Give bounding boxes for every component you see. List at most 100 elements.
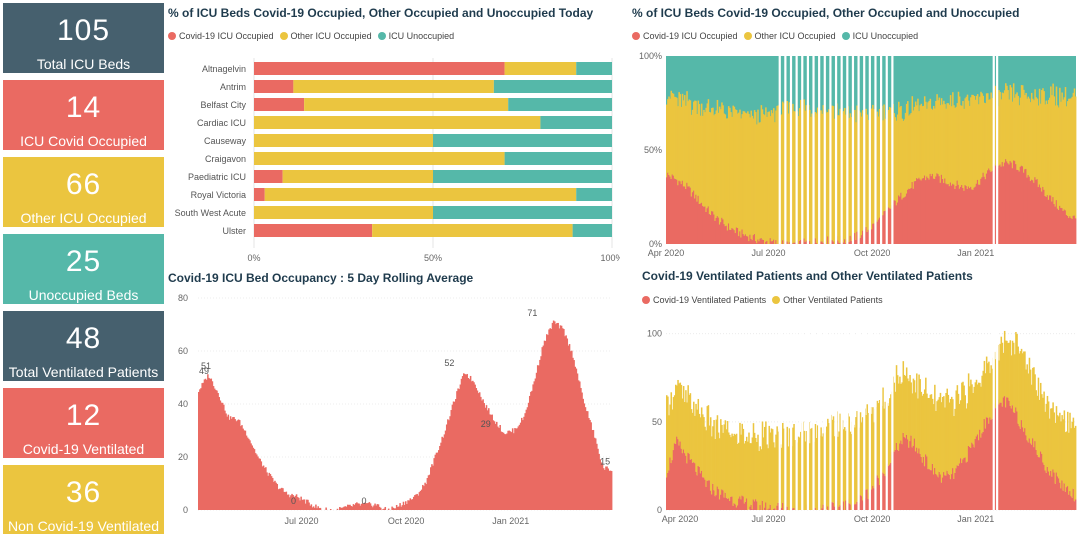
area-column (311, 507, 314, 510)
covid-column (842, 242, 845, 244)
covid-column (782, 240, 784, 244)
kpi-icu-covid-occupied: 14 ICU Covid Occupied (3, 80, 164, 150)
other-column (717, 112, 720, 218)
other-column (983, 102, 986, 177)
covid-column (990, 419, 992, 510)
other-column (767, 448, 769, 510)
covid-column (803, 238, 805, 244)
covid-column (878, 217, 881, 244)
covid-column (1007, 397, 1009, 510)
area-column (235, 421, 238, 510)
covid-column (686, 463, 688, 510)
other-column (695, 100, 697, 195)
legend-item[interactable]: Covid-19 ICU Occupied (168, 31, 274, 41)
area-column (302, 499, 305, 510)
covid-column (1045, 472, 1048, 510)
legend-item[interactable]: ICU Unoccupied (377, 31, 454, 41)
other-column (1035, 97, 1037, 180)
other-column (1003, 90, 1006, 163)
area-column (407, 500, 409, 510)
covid-column (1020, 165, 1023, 244)
other-column (983, 360, 986, 420)
area-column (423, 486, 425, 510)
other-column (931, 109, 934, 174)
other-column (953, 105, 955, 185)
covid-column (1050, 470, 1052, 510)
covid-column (738, 498, 740, 510)
covid-column (979, 184, 981, 244)
area-column (455, 399, 457, 510)
covid-column (1019, 428, 1022, 510)
other-column (860, 422, 863, 497)
other-column (1020, 348, 1023, 421)
legend-label: Covid-19 Ventilated Patients (653, 295, 767, 305)
other-column (711, 436, 713, 495)
other-column (673, 96, 676, 179)
area-column (202, 382, 205, 510)
covid-column (860, 235, 863, 244)
other-column (856, 411, 858, 502)
covid-column (871, 489, 873, 510)
area-column (246, 437, 249, 510)
covid-column (937, 174, 939, 244)
category-label: Royal Victoria (191, 190, 246, 200)
covid-column (911, 447, 914, 510)
other-column (1027, 96, 1030, 176)
area-column (555, 324, 557, 510)
other-column (675, 97, 677, 180)
legend-item[interactable]: Other ICU Occupied (743, 31, 836, 41)
legend-item[interactable]: Other Ventilated Patients (772, 295, 883, 305)
other-column (894, 391, 897, 450)
other-column (921, 395, 924, 463)
area-column (282, 488, 284, 510)
other-column (911, 96, 914, 183)
covid-column (983, 176, 986, 244)
covid-column (990, 172, 992, 244)
other-column (769, 432, 772, 505)
bar-segment (254, 62, 505, 75)
other-column (1047, 99, 1050, 200)
legend-item[interactable]: ICU Unoccupied (841, 31, 918, 41)
legend-dot-icon (632, 32, 640, 40)
area-column (541, 347, 544, 510)
legend-item[interactable]: Covid-19 Ventilated Patients (642, 295, 766, 305)
covid-column (939, 182, 942, 244)
other-column (759, 446, 762, 506)
area-column (584, 407, 587, 510)
area-column (498, 428, 500, 510)
covid-column (903, 197, 906, 244)
covid-column (1064, 210, 1067, 244)
other-column (681, 398, 684, 454)
area-column (379, 507, 382, 510)
other-column (900, 105, 902, 193)
kpi-total-ventilated: 48 Total Ventilated Patients (3, 311, 164, 381)
area-column (318, 508, 321, 510)
legend-item[interactable]: Covid-19 ICU Occupied (632, 31, 738, 41)
covid-column (1014, 412, 1016, 510)
y-tick-label: 0 (657, 505, 662, 515)
covid-column (1039, 187, 1042, 244)
other-column (714, 439, 716, 497)
data-gap (834, 56, 838, 244)
bar-segment (504, 62, 577, 75)
area-column (478, 392, 481, 510)
covid-column (668, 470, 670, 510)
covid-column (731, 228, 733, 244)
kpi-label: Total Ventilated Patients (8, 364, 159, 380)
covid-column (898, 450, 900, 510)
covid-column (896, 449, 899, 510)
area-column (256, 454, 258, 510)
other-column (948, 104, 951, 187)
covid-column (1043, 464, 1045, 510)
other-column (927, 397, 929, 470)
other-column (965, 96, 968, 187)
area-column (340, 507, 342, 510)
area-column (240, 426, 242, 510)
legend-label: Other Ventilated Patients (783, 295, 883, 305)
other-column (756, 442, 758, 502)
covid-column (761, 500, 764, 510)
other-column (724, 420, 727, 493)
other-column (774, 122, 776, 244)
other-column (968, 105, 971, 189)
legend-item[interactable]: Other ICU Occupied (279, 31, 372, 41)
